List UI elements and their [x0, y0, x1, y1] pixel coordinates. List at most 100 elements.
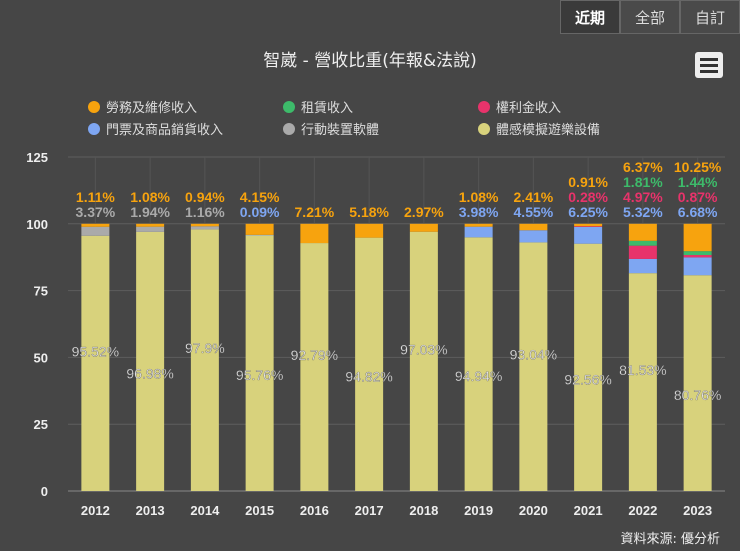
data-label: 0.28% [568, 189, 608, 205]
bar-segment[interactable] [628, 223, 657, 241]
data-label: 1.08% [459, 189, 499, 205]
data-label: 97.03% [400, 341, 447, 357]
range-custom-button[interactable]: 自訂 [680, 0, 740, 34]
x-tick-label: 2013 [136, 503, 165, 518]
x-tick-label: 2012 [81, 503, 110, 518]
legend-item[interactable]: 行動裝置軟體 [283, 119, 478, 138]
bar-segment[interactable] [683, 255, 712, 258]
x-tick-label: 2016 [300, 503, 329, 518]
data-label: 97.9% [185, 340, 225, 356]
bar-segment[interactable] [519, 230, 548, 243]
bar-segment[interactable] [81, 223, 110, 227]
bar-segment[interactable] [464, 237, 493, 491]
data-label: 4.55% [514, 204, 554, 220]
bar-segment[interactable] [355, 223, 384, 238]
bar-segment[interactable] [136, 231, 165, 491]
x-tick-label: 2022 [628, 503, 657, 518]
bar-segment[interactable] [136, 223, 165, 227]
data-label: 95.52% [72, 343, 119, 359]
data-label: 5.18% [349, 204, 389, 220]
bar-segment[interactable] [190, 226, 219, 230]
legend-item[interactable]: 體感模擬遊樂設備 [478, 119, 678, 138]
data-label: 81.53% [619, 362, 666, 378]
y-tick-label: 125 [26, 150, 48, 165]
x-tick-label: 2015 [245, 503, 274, 518]
data-label: 7.21% [295, 204, 335, 220]
data-label: 0.09% [240, 204, 280, 220]
data-label: 96.98% [126, 365, 173, 381]
bar-segment[interactable] [245, 223, 274, 235]
legend-marker [283, 100, 295, 113]
data-label: 80.76% [674, 387, 721, 403]
data-label: 93.04% [510, 347, 557, 363]
bar-segment[interactable] [683, 275, 712, 491]
legend-item[interactable]: 門票及商品銷貨收入 [88, 119, 283, 138]
bar-segment[interactable] [574, 243, 603, 491]
bar-segment[interactable] [190, 229, 219, 491]
legend-item[interactable]: 權利金收入 [478, 97, 678, 116]
legend-label: 權利金收入 [496, 101, 562, 116]
bar-segment[interactable] [300, 243, 329, 491]
bar-segment[interactable] [683, 257, 712, 276]
x-tick-label: 2014 [190, 503, 220, 518]
legend-marker [88, 122, 100, 135]
bar-segment[interactable] [355, 237, 384, 491]
bar-segment[interactable] [464, 226, 493, 238]
data-label: 10.25% [674, 159, 722, 175]
legend-marker [283, 122, 295, 135]
bar-segment[interactable] [574, 223, 603, 227]
legend-item[interactable]: 勞務及維修收入 [88, 97, 283, 116]
legend-label: 體感模擬遊樂設備 [496, 123, 601, 138]
bar-segment[interactable] [574, 226, 603, 227]
data-label: 4.97% [623, 189, 663, 205]
bar-segment[interactable] [628, 240, 657, 246]
bar-segment[interactable] [464, 223, 493, 227]
bar-segment[interactable] [519, 223, 548, 231]
legend: 勞務及維修收入 租賃收入 權利金收入門票及商品銷貨收入 行動裝置軟體 體感模擬遊樂設備 [88, 97, 688, 138]
bar-segment[interactable] [628, 258, 657, 274]
data-label: 94.82% [345, 368, 392, 384]
data-label: 94.94% [455, 368, 502, 384]
bar-segment[interactable] [628, 273, 657, 491]
bar-segment[interactable] [683, 251, 712, 256]
legend-label: 租賃收入 [301, 101, 354, 116]
bar-segment[interactable] [519, 242, 548, 491]
data-label: 6.37% [623, 159, 663, 175]
range-all-button[interactable]: 全部 [620, 0, 680, 34]
bar-segment[interactable] [628, 245, 657, 259]
bar-segment[interactable] [245, 234, 274, 236]
bar-segment[interactable] [683, 223, 712, 252]
x-tick-label: 2020 [519, 503, 548, 518]
bar-segment[interactable] [574, 226, 603, 244]
data-label: 92.79% [291, 347, 338, 363]
data-label: 95.76% [236, 367, 283, 383]
bar-segment[interactable] [409, 231, 438, 491]
bar-segment[interactable] [81, 235, 110, 491]
bar-segment[interactable] [81, 226, 110, 236]
y-tick-label: 100 [26, 217, 48, 232]
x-tick-label: 2023 [683, 503, 712, 518]
bar-segment[interactable] [136, 226, 165, 232]
data-label: 5.32% [623, 204, 663, 220]
source-note: 資料來源: 優分析 [620, 532, 720, 547]
range-recent-button[interactable]: 近期 [560, 0, 620, 34]
legend-item[interactable]: 租賃收入 [283, 97, 478, 116]
data-label: 1.16% [185, 204, 225, 220]
bar-segment[interactable] [409, 223, 438, 232]
chart-title: 智崴 - 營收比重(年報&法說) [263, 51, 477, 71]
bar-segment[interactable] [245, 235, 274, 491]
range-buttons: 近期 全部 自訂 [560, 0, 740, 34]
data-label: 3.37% [76, 204, 116, 220]
x-tick-label: 2019 [464, 503, 493, 518]
bar-segment[interactable] [300, 223, 329, 244]
data-label: 1.94% [130, 204, 170, 220]
data-label: 1.81% [623, 174, 663, 190]
data-label: 2.41% [514, 189, 554, 205]
hamburger-menu-icon[interactable] [695, 52, 723, 78]
legend-label: 門票及商品銷貨收入 [106, 123, 224, 138]
legend-marker [478, 100, 490, 113]
data-label: 0.87% [678, 189, 718, 205]
x-tick-label: 2017 [355, 503, 384, 518]
bar-segment[interactable] [190, 223, 219, 227]
